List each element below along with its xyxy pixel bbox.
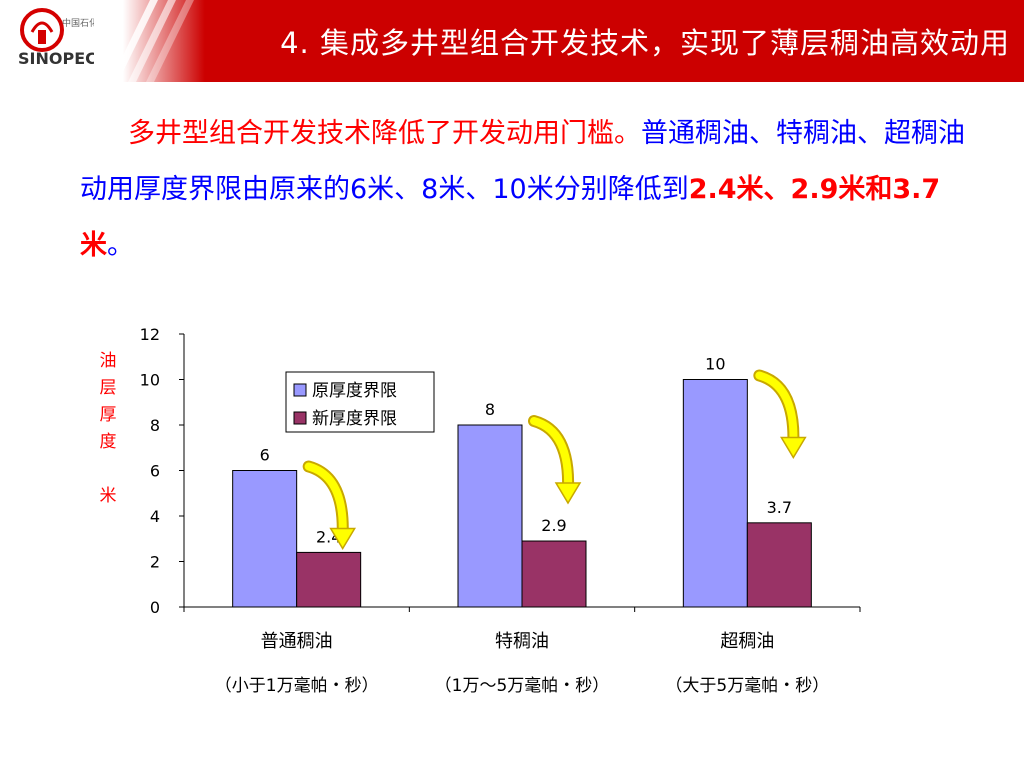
title-bar-background — [0, 0, 1024, 82]
y-tick-label: 10 — [140, 371, 160, 390]
down-arrow-icon — [302, 460, 356, 550]
bar-original — [457, 424, 523, 608]
y-axis-label: 油层厚度米 — [96, 348, 120, 510]
category-label: 普通稠油 — [261, 631, 333, 652]
data-label: 2.9 — [541, 516, 566, 535]
arrow-shaft — [530, 417, 573, 493]
y-axis-label-char: 油 — [99, 351, 117, 371]
y-axis-label-char: 厚 — [99, 405, 117, 425]
y-tick-label: 8 — [150, 416, 160, 435]
svg-text:中国石化: 中国石化 — [62, 17, 94, 29]
category-note: （大于5万毫帕・秒） — [665, 676, 829, 696]
legend-swatch — [293, 411, 307, 425]
y-axis-label-char: 米 — [99, 486, 117, 506]
down-arrow-icon — [753, 369, 807, 459]
data-label: 6 — [260, 446, 270, 465]
data-label: 3.7 — [767, 498, 792, 517]
y-tick-label: 4 — [150, 507, 160, 526]
arrow-head — [780, 436, 807, 459]
category-label: 超稠油 — [720, 631, 774, 652]
legend-box — [285, 371, 435, 433]
arrow-shaft — [304, 462, 347, 539]
paragraph-part-1: 多井型组合开发技术降低了开发动用门槛。 — [128, 118, 641, 149]
y-tick-label: 6 — [150, 462, 160, 481]
legend-label: 新厚度界限 — [312, 409, 397, 429]
arrow-shaft — [755, 371, 798, 448]
bar-original — [232, 470, 298, 608]
bar-new — [296, 551, 362, 608]
arrow-head — [554, 482, 582, 505]
y-tick-label: 12 — [140, 325, 160, 344]
data-label: 10 — [705, 355, 725, 374]
y-tick-label: 0 — [150, 598, 160, 617]
y-axis-label-char: 度 — [99, 432, 117, 452]
title-bar: SINOPEC 中国石化 4. 集成多井型组合开发技术，实现了薄层稠油高效动用 — [0, 0, 1024, 82]
bar-new — [746, 522, 812, 608]
sinopec-logo: SINOPEC 中国石化 — [18, 8, 94, 68]
data-label: 8 — [485, 400, 495, 419]
arrow-head — [329, 527, 356, 550]
bar-original — [682, 379, 748, 608]
slide-title: 4. 集成多井型组合开发技术，实现了薄层稠油高效动用 — [280, 26, 1010, 60]
paragraph-part-4: 。 — [107, 230, 134, 261]
bar-new — [521, 540, 587, 608]
down-arrow-icon — [528, 415, 582, 505]
category-note: （小于1万毫帕・秒） — [215, 676, 379, 696]
legend-label: 原厚度界限 — [312, 381, 397, 401]
category-label: 特稠油 — [495, 631, 549, 652]
legend-swatch — [293, 383, 307, 397]
y-axis-label-char: 层 — [99, 378, 117, 398]
paragraph-part-2: 普通稠油、特稠油、超稠油动用厚度界限由原来的6米、8米、10米分别降低到 — [80, 118, 965, 205]
category-note: （1万～5万毫帕・秒） — [435, 676, 610, 696]
y-tick-label: 2 — [150, 553, 160, 572]
svg-text:SINOPEC: SINOPEC — [18, 49, 94, 68]
summary-paragraph: 多井型组合开发技术降低了开发动用门槛。普通稠油、特稠油、超稠油动用厚度界限由原来… — [80, 106, 980, 274]
paragraph-part-3: 2.4米、2.9米和3.7米 — [80, 174, 941, 261]
